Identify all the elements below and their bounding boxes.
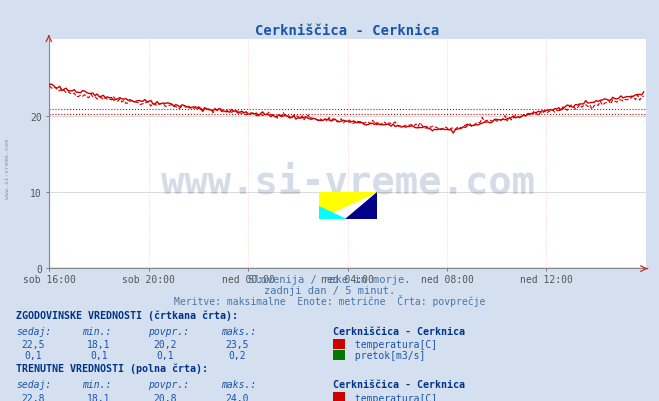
Text: 0,2: 0,2 [229,350,246,360]
Text: 0,1: 0,1 [90,350,107,360]
Text: maks.:: maks.: [221,326,256,336]
Text: ZGODOVINSKE VREDNOSTI (črtkana črta):: ZGODOVINSKE VREDNOSTI (črtkana črta): [16,310,239,320]
Text: sedaj:: sedaj: [16,379,51,389]
Text: min.:: min.: [82,326,112,336]
Text: 20,2: 20,2 [153,339,177,349]
Text: maks.:: maks.: [221,379,256,389]
Text: Cerkniščica - Cerknica: Cerkniščica - Cerknica [333,379,465,389]
Polygon shape [319,207,345,219]
Text: min.:: min.: [82,379,112,389]
Text: Slovenija / reke in morje.: Slovenija / reke in morje. [248,275,411,285]
Text: temperatura[C]: temperatura[C] [349,393,438,401]
Text: 0,1: 0,1 [24,350,42,360]
Text: 23,5: 23,5 [225,339,249,349]
Text: povpr.:: povpr.: [148,379,189,389]
Text: temperatura[C]: temperatura[C] [349,339,438,349]
Text: Cerkniščica - Cerknica: Cerkniščica - Cerknica [333,326,465,336]
Text: sedaj:: sedaj: [16,326,51,336]
Polygon shape [319,192,376,219]
Polygon shape [345,192,376,219]
Text: 18,1: 18,1 [87,393,111,401]
Text: www.si-vreme.com: www.si-vreme.com [5,138,11,198]
Text: 22,8: 22,8 [21,393,45,401]
Text: 24,0: 24,0 [225,393,249,401]
Title: Cerkniščica - Cerknica: Cerkniščica - Cerknica [256,24,440,38]
Text: TRENUTNE VREDNOSTI (polna črta):: TRENUTNE VREDNOSTI (polna črta): [16,363,208,373]
Text: 0,1: 0,1 [156,350,173,360]
Text: pretok[m3/s]: pretok[m3/s] [349,350,426,360]
Text: www.si-vreme.com: www.si-vreme.com [161,163,534,201]
Text: Meritve: maksimalne  Enote: metrične  Črta: povprečje: Meritve: maksimalne Enote: metrične Črta… [174,294,485,306]
Text: 18,1: 18,1 [87,339,111,349]
Text: povpr.:: povpr.: [148,326,189,336]
Text: zadnji dan / 5 minut.: zadnji dan / 5 minut. [264,286,395,296]
Text: 20,8: 20,8 [153,393,177,401]
Text: 22,5: 22,5 [21,339,45,349]
